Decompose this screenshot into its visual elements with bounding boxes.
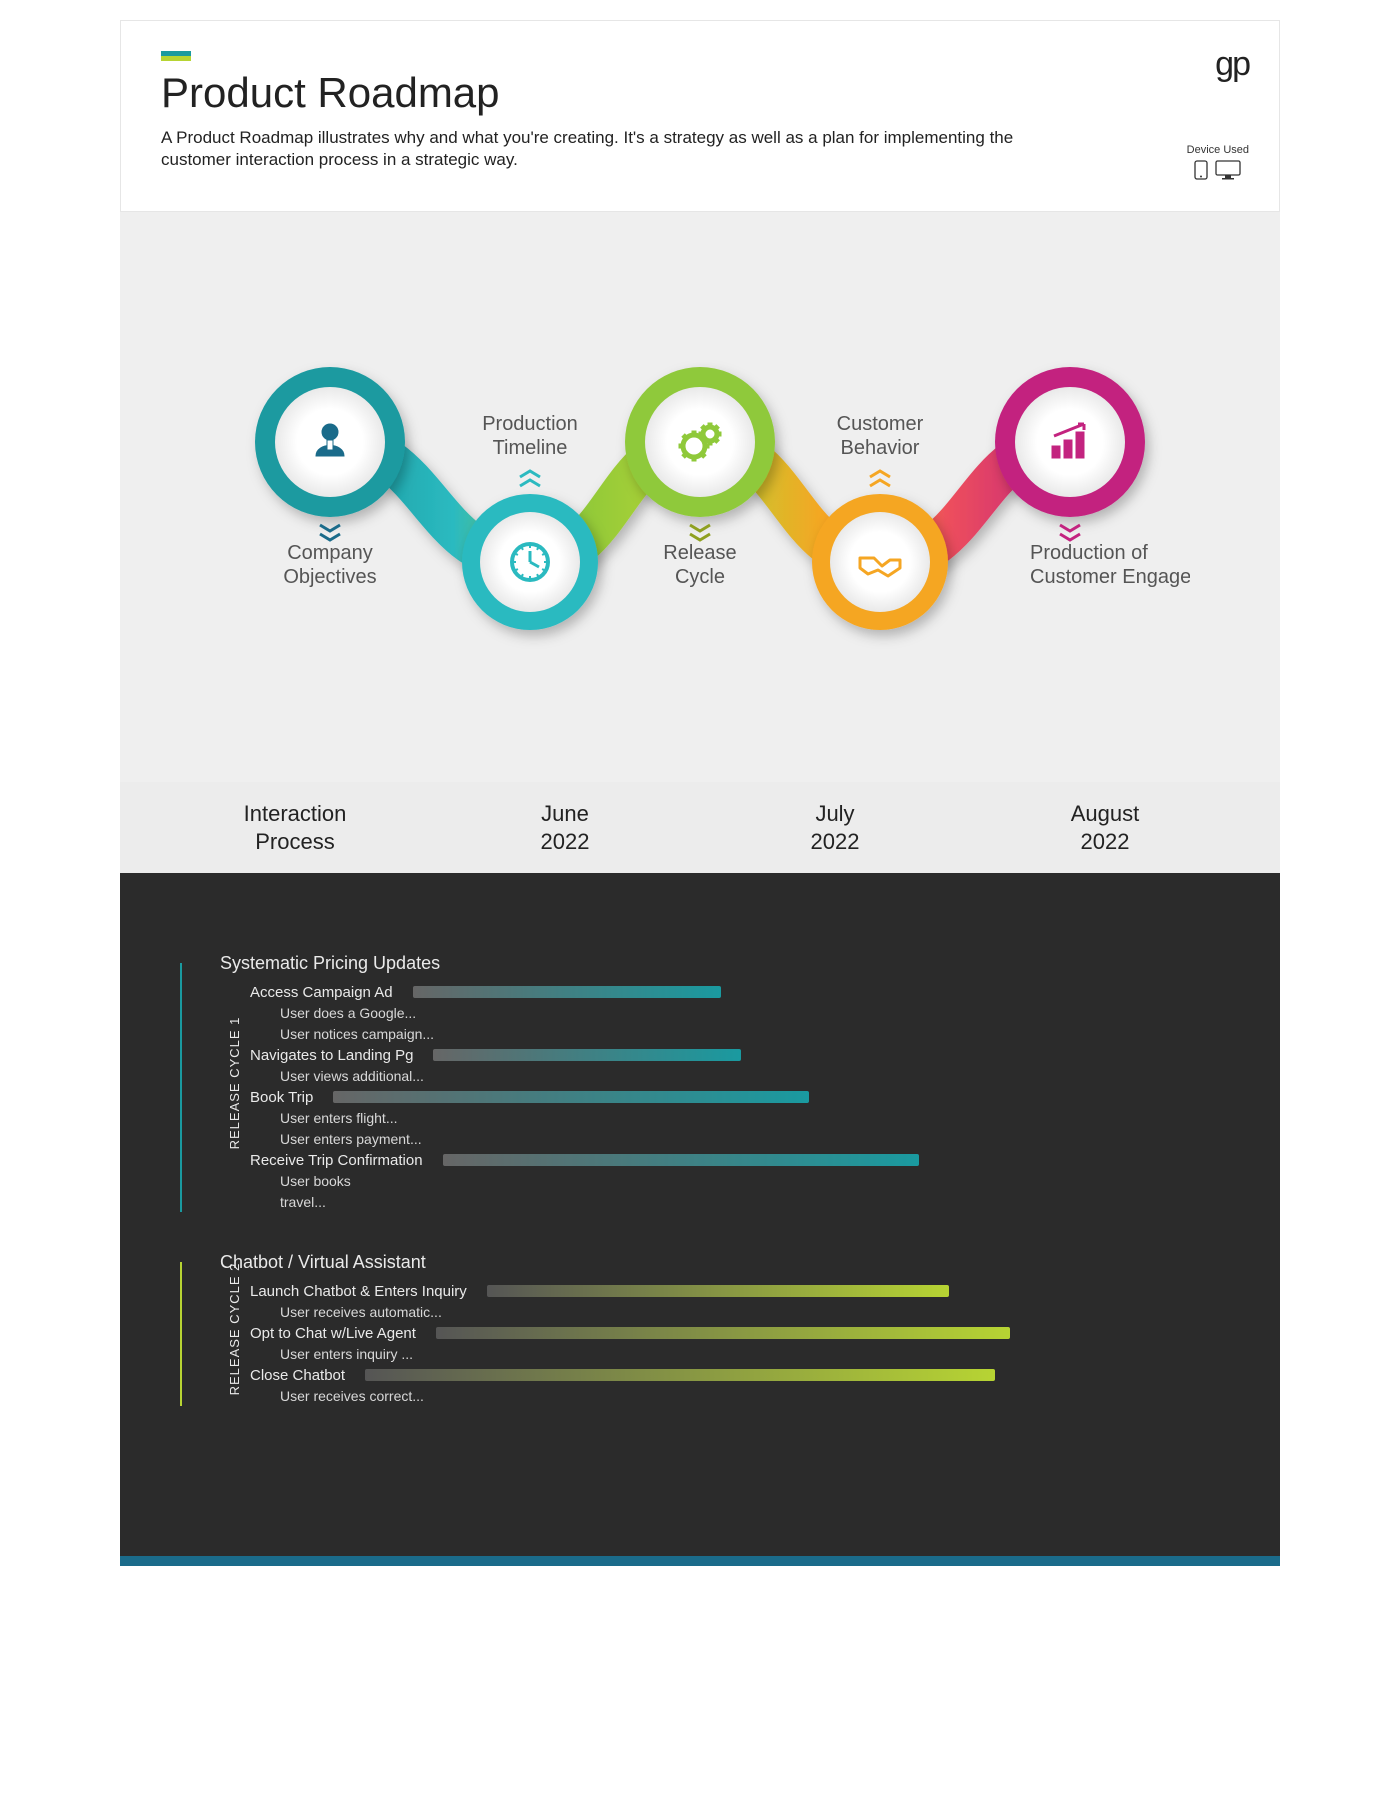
cycle-rail <box>180 1262 182 1406</box>
gantt-row-label: User enters payment... <box>220 1131 422 1147</box>
timeline-column: InteractionProcess <box>160 800 430 855</box>
page-subtitle: A Product Roadmap illustrates why and wh… <box>161 127 1061 171</box>
timeline-column: June2022 <box>430 800 700 855</box>
bottom-accent <box>120 1556 1280 1566</box>
chevron-up-icon <box>870 471 890 477</box>
logo: gp <box>1215 45 1249 84</box>
gantt-bar <box>413 986 721 998</box>
chevron-down-icon <box>690 534 710 540</box>
release-cycle: RELEASE CYCLE 2Chatbot / Virtual Assista… <box>180 1252 1240 1406</box>
roadmap-node-label: Company <box>287 542 373 564</box>
roadmap-node-label: Release <box>663 542 736 564</box>
cycle-label: RELEASE CYCLE 1 <box>227 1016 242 1149</box>
gantt-sub-row: User enters payment... <box>220 1129 1240 1149</box>
gantt-sub-row: User books <box>220 1171 1240 1191</box>
gantt-section-title: Systematic Pricing Updates <box>220 953 1240 974</box>
chevron-down-icon <box>690 525 710 531</box>
gantt-row-label: Navigates to Landing Pg <box>220 1047 413 1064</box>
desktop-icon <box>1215 160 1241 180</box>
timeline-column: August2022 <box>970 800 1240 855</box>
gantt-row-label: User books <box>220 1173 351 1189</box>
gantt-sub-row: User does a Google... <box>220 1003 1240 1023</box>
gantt-row-label: User receives correct... <box>220 1388 424 1404</box>
cycle-label: RELEASE CYCLE 2 <box>227 1263 242 1396</box>
gantt-row-label: travel... <box>220 1194 326 1210</box>
chevron-down-icon <box>1060 534 1080 540</box>
gantt-sub-row: User receives correct... <box>220 1386 1240 1406</box>
roadmap-node-label: Timeline <box>493 437 568 459</box>
roadmap-node-label: Behavior <box>841 437 920 459</box>
gantt-task-row: Navigates to Landing Pg <box>220 1045 1240 1065</box>
gantt-bar <box>436 1327 1010 1339</box>
roadmap-node-label: Customer Engagement <box>1030 566 1190 588</box>
gantt-task-row: Launch Chatbot & Enters Inquiry <box>220 1281 1240 1301</box>
gantt-task-row: Receive Trip Confirmation <box>220 1150 1240 1170</box>
roadmap-node: CustomerBehavior <box>812 413 948 630</box>
gantt-row-label: Receive Trip Confirmation <box>220 1152 423 1169</box>
gantt-bar <box>487 1285 949 1297</box>
gantt-task-row: Close Chatbot <box>220 1365 1240 1385</box>
infographic-area: CompanyObjectivesProductionTimelineRelea… <box>120 212 1280 782</box>
gantt-area: RELEASE CYCLE 1 Systematic Pricing Update… <box>120 873 1280 1556</box>
chevron-up-icon <box>870 480 890 486</box>
gantt-row-label: User notices campaign... <box>220 1026 434 1042</box>
gantt-row-label: User enters flight... <box>220 1110 398 1126</box>
gantt-bar <box>443 1154 919 1166</box>
gantt-row-label: Access Campaign Ad <box>220 984 393 1001</box>
gantt-task-row: Access Campaign Ad <box>220 982 1240 1002</box>
roadmap-node: ProductionTimeline <box>462 413 598 630</box>
gantt-sub-row: User receives automatic... <box>220 1302 1240 1322</box>
phone-icon <box>1194 160 1208 180</box>
gantt-row-label: User receives automatic... <box>220 1304 442 1320</box>
gantt-bar <box>433 1049 741 1061</box>
roadmap-node-label: Production of <box>1030 542 1148 564</box>
gantt-bar <box>365 1369 995 1381</box>
chevron-down-icon <box>320 534 340 540</box>
page-title: Product Roadmap <box>161 69 1239 117</box>
gantt-sub-row: User enters flight... <box>220 1108 1240 1128</box>
chevron-down-icon <box>320 525 340 531</box>
gantt-row-label: User views additional... <box>220 1068 424 1084</box>
cycle-rail <box>180 963 182 1212</box>
gantt-row-label: User enters inquiry ... <box>220 1346 413 1362</box>
device-used: Device Used <box>1187 144 1249 183</box>
chevron-up-icon <box>520 471 540 477</box>
gantt-sub-row: travel... <box>220 1192 1240 1212</box>
gantt-section-title: Chatbot / Virtual Assistant <box>220 1252 1240 1273</box>
roadmap-infographic: CompanyObjectivesProductionTimelineRelea… <box>210 332 1190 692</box>
chevron-down-icon <box>1060 525 1080 531</box>
gantt-row-label: Launch Chatbot & Enters Inquiry <box>220 1283 467 1300</box>
gantt-task-row: Opt to Chat w/Live Agent <box>220 1323 1240 1343</box>
roadmap-node-label: Cycle <box>675 566 725 588</box>
accent-bar <box>161 51 191 61</box>
timeline-column: July2022 <box>700 800 970 855</box>
roadmap-node-label: Objectives <box>283 566 376 588</box>
release-cycle: RELEASE CYCLE 1 Systematic Pricing Update… <box>180 953 1240 1212</box>
gantt-task-row: Book Trip <box>220 1087 1240 1107</box>
chevron-up-icon <box>520 480 540 486</box>
gantt-bar <box>333 1091 809 1103</box>
gantt-sub-row: User notices campaign... <box>220 1024 1240 1044</box>
roadmap-node-label: Production <box>482 413 578 435</box>
gantt-row-label: User does a Google... <box>220 1005 416 1021</box>
header-card: gp Product Roadmap A Product Roadmap ill… <box>120 20 1280 212</box>
timeline-strip: InteractionProcessJune2022July2022August… <box>120 782 1280 873</box>
roadmap-node: ReleaseCycle <box>625 367 775 588</box>
roadmap-node: CompanyObjectives <box>255 367 405 588</box>
roadmap-node-label: Customer <box>837 413 924 435</box>
roadmap-node: Production ofCustomer Engagement <box>995 367 1190 588</box>
gantt-sub-row: User views additional... <box>220 1066 1240 1086</box>
device-used-label: Device Used <box>1187 144 1249 156</box>
gantt-row-label: Opt to Chat w/Live Agent <box>220 1325 416 1342</box>
gantt-sub-row: User enters inquiry ... <box>220 1344 1240 1364</box>
